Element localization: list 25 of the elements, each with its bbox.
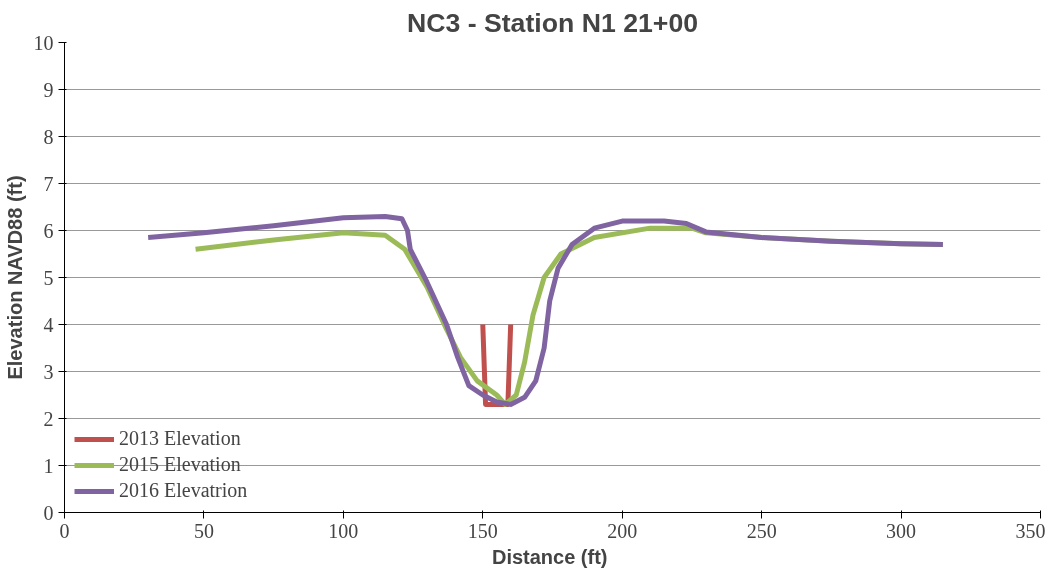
y-tick-label: 3 <box>43 360 54 383</box>
legend-label: 2016 Elevatrion <box>119 479 248 502</box>
legend-label: 2015 Elevation <box>119 453 241 476</box>
y-tick-label: 9 <box>43 78 54 101</box>
y-tick-label: 10 <box>33 31 54 54</box>
x-axis-title: Distance (ft) <box>491 545 608 568</box>
x-tick-label: 350 <box>1015 519 1046 542</box>
x-tick-label: 150 <box>467 519 498 542</box>
y-tick-label: 2 <box>43 407 54 430</box>
chart-title: NC3 - Station N1 21+00 <box>406 7 699 38</box>
x-tick-label: 250 <box>746 519 777 542</box>
y-tick-label: 1 <box>43 454 54 477</box>
legend-label: 2013 Elevation <box>119 427 241 450</box>
x-tick-label: 300 <box>886 519 917 542</box>
y-tick-label: 5 <box>43 266 54 289</box>
x-tick-label: 200 <box>607 519 638 542</box>
y-tick-label: 6 <box>43 219 54 242</box>
x-tick-label: 50 <box>193 519 214 542</box>
y-axis-title: Elevation NAVD88 (ft) <box>3 175 26 380</box>
y-tick-label: 7 <box>43 172 54 195</box>
x-tick-label: 100 <box>328 519 359 542</box>
x-tick-label: 0 <box>59 519 70 542</box>
y-tick-label: 4 <box>43 313 54 336</box>
y-tick-label: 0 <box>43 501 54 524</box>
y-tick-label: 8 <box>43 125 54 148</box>
